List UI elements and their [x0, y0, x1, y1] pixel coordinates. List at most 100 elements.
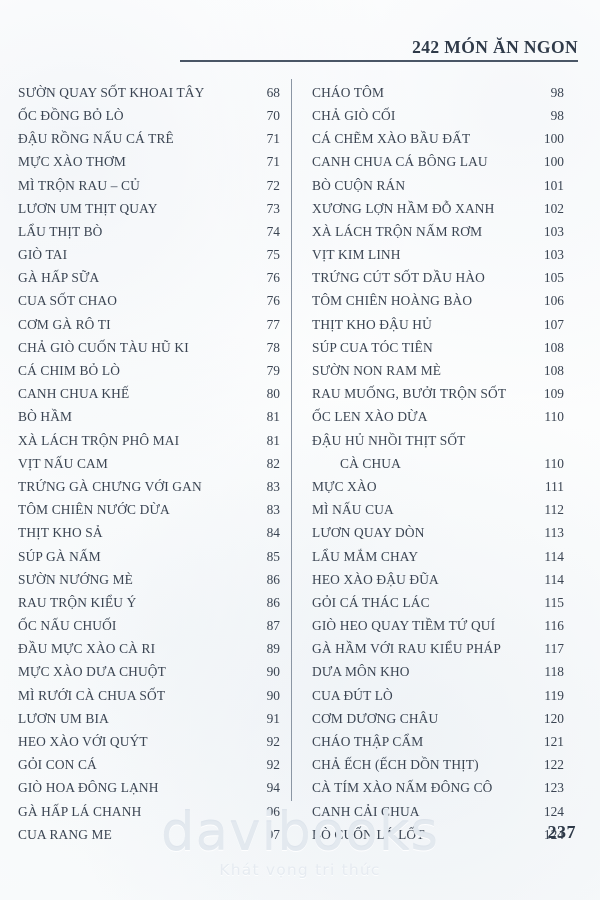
toc-entry[interactable]: MÌ RƯỚI CÀ CHUA SỐT 90 [18, 679, 280, 702]
toc-leader-dots [389, 93, 535, 96]
toc-entry-title: MỰC XÀO THƠM [18, 154, 126, 170]
toc-entry[interactable]: CÀ TÍM XÀO NẤM ĐÔNG CÔ 123 [312, 772, 564, 795]
toc-entry[interactable]: GÀ HẤP SỮA 76 [18, 262, 280, 285]
toc-entry[interactable]: TÔM CHIÊN HOÀNG BÀO 106 [312, 285, 564, 308]
toc-entry-page-number: 71 [266, 131, 280, 147]
toc-entry[interactable]: XƯƠNG LỢN HẦM ĐỖ XANH 102 [312, 192, 564, 215]
toc-entry[interactable]: GÀ HẤP LÁ CHANH 96 [18, 795, 280, 818]
toc-entry[interactable]: BÒ CUỐN LÁ LỐT124 [312, 818, 564, 841]
watermark-tagline: Khát vọng tri thức [219, 861, 381, 879]
toc-entry[interactable]: TRỨNG CÚT SỐT DẦU HÀO 105 [312, 262, 564, 285]
toc-entry[interactable]: SÚP GÀ NẤM 85 [18, 540, 280, 563]
toc-entry[interactable]: ĐẬU HỦ NHỒI THỊT SỐT [312, 424, 564, 447]
toc-entry[interactable]: SƯỜN QUAY SỐT KHOAI TÂY 68 [18, 76, 280, 99]
toc-entry[interactable]: CHÁO TÔM 98 [312, 76, 564, 99]
toc-entry[interactable]: VỊT NẤU CAM 82 [18, 447, 280, 470]
toc-entry[interactable]: CANH CẢI CHUA 124 [312, 795, 564, 818]
toc-entry-page-number: 86 [266, 571, 280, 587]
toc-entry[interactable]: XÀ LÁCH TRỘN PHÔ MAI 81 [18, 424, 280, 447]
toc-entry[interactable]: CÁ CHẼM XÀO BẦU ĐẤT 100 [312, 122, 564, 146]
toc-entry-page-number: 82 [266, 455, 280, 471]
toc-entry-page-number: 80 [266, 386, 280, 402]
toc-entry[interactable]: LẨU THỊT BÒ 74 [18, 215, 280, 238]
toc-entry[interactable]: CUA RANG ME 97 [18, 818, 280, 841]
toc-entry[interactable]: ĐẬU RỒNG NẤU CÁ TRÊ 71 [18, 122, 280, 147]
toc-entry[interactable]: SƯỜN NƯỚNG MÈ 86 [18, 563, 280, 586]
header-rule [180, 60, 578, 62]
toc-entry[interactable]: GIÒ HOA ĐÔNG LẠNH 94 [18, 772, 280, 795]
toc-entry[interactable]: LƯƠN UM THỊT QUAY 73 [18, 192, 280, 215]
toc-entry-title: ĐẦU MỰC XÀO CÀ RI [18, 641, 156, 657]
toc-entry[interactable]: LƯƠN UM BIA 91 [18, 702, 280, 725]
toc-entry-title: CANH CHUA CÁ BÔNG LAU [312, 154, 488, 170]
toc-entry[interactable]: TRỨNG GÀ CHƯNG VỚI GAN 83 [18, 470, 280, 494]
toc-leader-dots [114, 719, 264, 722]
toc-leader-dots [406, 255, 535, 258]
toc-entry[interactable]: CHẢ GIÒ CỐI 98 [312, 99, 564, 123]
toc-leader-dots [122, 626, 264, 629]
toc-entry[interactable]: SƯỜN NON RAM MÈ 108 [312, 354, 564, 378]
toc-entry[interactable]: BÒ CUỘN RÁN 101 [312, 169, 564, 192]
toc-entry[interactable]: CHẢ GIÒ CUỐN TÀU HŨ KI 78 [18, 331, 280, 354]
toc-entry[interactable]: XÀ LÁCH TRỘN NẤM RƠM 103 [312, 215, 564, 238]
toc-entry-page-number: 98 [550, 107, 564, 123]
toc-entry[interactable]: GIÒ HEO QUAY TIỀM TỨ QUÍ 116 [312, 609, 564, 633]
toc-entry[interactable]: SÚP CUA TÓC TIÊN 108 [312, 331, 564, 354]
toc-leader-dots [499, 209, 535, 212]
toc-entry[interactable]: CUA ĐÚT LÒ 119 [312, 679, 564, 702]
toc-entry[interactable]: ỐC NẤU CHUỐI 87 [18, 609, 280, 633]
toc-entry-title: CHẢ ẾCH (ẾCH DỒN THỊT) [312, 757, 479, 773]
toc-entry-title: CHÁO TÔM [312, 84, 385, 100]
toc-entry[interactable]: GỎI CON CÁ 92 [18, 748, 280, 772]
toc-leader-dots [146, 812, 263, 815]
toc-entry-title: MÌ TRỘN RAU – CỦ [18, 177, 140, 193]
toc-entry[interactable]: ỐC LEN XÀO DỪA 110 [312, 401, 564, 424]
toc-entry[interactable]: CƠM DƯƠNG CHÂU 120 [312, 702, 564, 725]
toc-entry[interactable]: CANH CHUA KHẾ 80 [18, 377, 280, 402]
toc-entry[interactable]: MỰC XÀO THƠM 71 [18, 146, 280, 169]
toc-entry[interactable]: LƯƠN QUAY DÒN 113 [312, 517, 564, 540]
toc-leader-dots [163, 209, 264, 212]
toc-entry-title: XÀ LÁCH TRỘN NẤM RƠM [312, 223, 483, 239]
toc-entry[interactable]: CÁ CHIM BỎ LÒ 79 [18, 354, 280, 378]
toc-entry[interactable]: HEO XÀO VỚI QUÝT 92 [18, 725, 280, 749]
toc-entry[interactable]: VỊT KIM LINH 103 [312, 238, 564, 263]
toc-entry-page-number: 111 [544, 478, 564, 494]
toc-entry[interactable]: THỊT KHO ĐẬU HỦ 107 [312, 308, 564, 331]
toc-entry[interactable]: CHÁO THẬP CẨM 121 [312, 725, 564, 749]
toc-entry-title: BÒ CUỘN RÁN [312, 177, 406, 193]
toc-entry[interactable]: ĐẦU MỰC XÀO CÀ RI 89 [18, 633, 280, 656]
toc-entry[interactable]: CÀ CHUA 110 [312, 447, 564, 470]
toc-leader-dots [131, 162, 264, 165]
toc-entry[interactable]: CANH CHUA CÁ BÔNG LAU 100 [312, 146, 564, 169]
toc-entry-title: RAU TRỘN KIỂU Ý [18, 594, 137, 610]
toc-entry-title: XÀ LÁCH TRỘN PHÔ MAI [18, 432, 180, 448]
toc-leader-dots [145, 185, 264, 188]
toc-entry[interactable]: GIÒ TAI 75 [18, 238, 280, 262]
toc-entry[interactable]: CƠM GÀ RÔ TI 77 [18, 308, 280, 331]
toc-entry[interactable]: BÒ HẦM 81 [18, 401, 280, 424]
toc-entry-title: ĐẬU HỦ NHỒI THỊT SỐT [312, 432, 466, 448]
toc-entry[interactable]: MÌ NẤU CUA 112 [312, 493, 564, 517]
toc-entry-page-number: 107 [543, 316, 564, 332]
toc-entry[interactable]: HEO XÀO ĐẬU ĐŨA 114 [312, 563, 564, 586]
toc-entry[interactable]: GỎI CÁ THÁC LÁC 115 [312, 586, 564, 609]
toc-entry[interactable]: DƯA MÔN KHO 118 [312, 656, 564, 679]
toc-leader-dots [179, 139, 264, 142]
toc-entry[interactable]: ỐC ĐỒNG BỎ LÒ 70 [18, 99, 280, 123]
toc-entry[interactable]: RAU TRỘN KIỂU Ý 86 [18, 586, 280, 609]
toc-leader-dots [122, 301, 264, 304]
toc-entry[interactable]: RAU MUỐNG, BƯỞI TRỘN SỐT 109 [312, 377, 564, 401]
toc-entry-page-number: 103 [543, 247, 564, 263]
toc-entry[interactable]: MỰC XÀO 111 [312, 470, 564, 494]
toc-entry-page-number: 76 [266, 270, 280, 286]
toc-entry[interactable]: CHẢ ẾCH (ẾCH DỒN THỊT) 122 [312, 748, 564, 773]
toc-leader-dots [475, 139, 535, 142]
toc-entry[interactable]: TÔM CHIÊN NƯỚC DỪA 83 [18, 493, 280, 517]
toc-entry[interactable]: THỊT KHO SẢ 84 [18, 517, 280, 540]
toc-entry[interactable]: MÌ TRỘN RAU – CỦ 72 [18, 169, 280, 192]
toc-entry[interactable]: MỰC XÀO DƯA CHUỘT 90 [18, 656, 280, 679]
toc-entry[interactable]: LẨU MẮM CHAY 114 [312, 540, 564, 563]
toc-entry[interactable]: CUA SỐT CHAO 76 [18, 285, 280, 308]
toc-entry[interactable]: GÀ HẦM VỚI RAU KIỂU PHÁP 117 [312, 633, 564, 656]
